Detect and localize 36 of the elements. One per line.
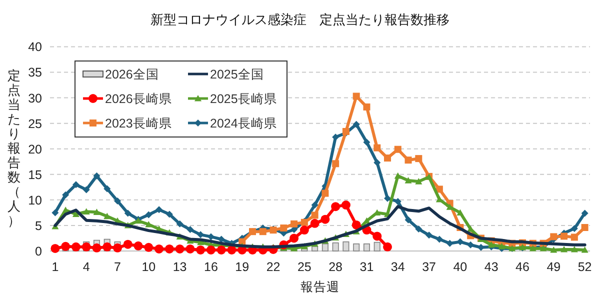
- x-tick-label: 37: [422, 260, 436, 274]
- x-tick-label: 49: [546, 260, 561, 274]
- legend-label: 2025全国: [210, 68, 264, 82]
- text: 定点当たり報告数（人）: [8, 68, 20, 228]
- y-tick-label: 5: [35, 218, 42, 233]
- x-tick-label: 40: [453, 260, 468, 274]
- x-tick-label: 16: [204, 260, 218, 274]
- x-tick-label: 22: [266, 260, 280, 274]
- x-tick-label: 7: [114, 260, 122, 274]
- legend-label: 2024長崎県: [210, 116, 277, 130]
- legend-label: 2023長崎県: [105, 116, 172, 130]
- legend-label: 2025長崎県: [210, 92, 277, 106]
- y-tick-label: 0: [35, 244, 42, 258]
- x-tick-label: 28: [328, 260, 343, 274]
- x-tick-label: 31: [360, 260, 374, 274]
- x-tick-label: 34: [390, 260, 405, 274]
- legend-label: 2026長崎県: [105, 92, 172, 106]
- x-tick-label: 43: [484, 260, 498, 274]
- legend-label: 2026全国: [105, 68, 159, 82]
- x-tick-label: 52: [578, 260, 592, 274]
- y-tick-label: 25: [28, 116, 42, 131]
- y-tick-label: 35: [28, 66, 42, 80]
- y-tick-label: 30: [28, 91, 42, 106]
- y-tick-label: 15: [28, 168, 42, 182]
- y-tick-label: 10: [28, 193, 42, 208]
- chart-title: 新型コロナウイルス感染症 定点当たり報告数推移: [150, 12, 450, 27]
- x-tick-label: 13: [172, 260, 187, 274]
- x-tick-label: 19: [235, 260, 250, 274]
- x-tick-label: 10: [142, 260, 156, 274]
- x-tick-label: 25: [297, 260, 312, 274]
- y-tick-label: 20: [28, 142, 42, 156]
- x-axis-title: 報告週: [300, 280, 340, 294]
- x-tick-label: 4: [82, 260, 90, 274]
- x-tick-label: 1: [52, 260, 59, 274]
- y-tick-label: 40: [28, 40, 42, 54]
- x-tick-label: 46: [516, 260, 530, 274]
